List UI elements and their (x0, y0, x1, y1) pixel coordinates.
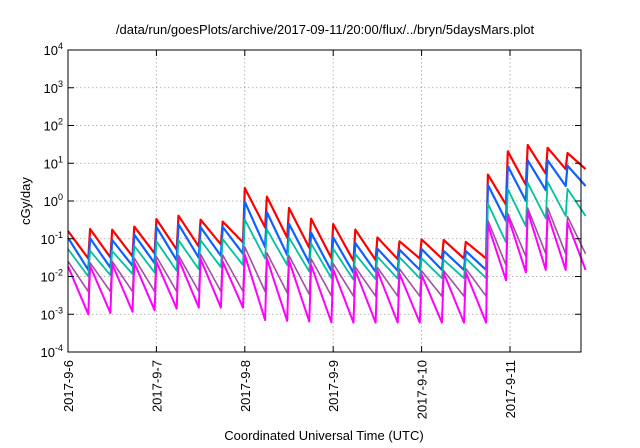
chart-title: /data/run/goesPlots/archive/2017-09-11/2… (116, 22, 535, 37)
x-tick-label: 2017-9-6 (61, 360, 76, 412)
x-tick-label: 2017-9-7 (149, 360, 164, 412)
y-tick-label: 100 (44, 192, 63, 209)
series-line-5 (67, 210, 587, 324)
y-tick-label: 10-1 (41, 230, 63, 247)
y-tick-label: 104 (44, 41, 63, 58)
x-tick-label: 2017-9-8 (238, 360, 253, 412)
y-tick-label: 101 (44, 154, 63, 171)
y-tick-label: 103 (44, 79, 63, 96)
x-tick-label: 2017-9-9 (326, 360, 341, 412)
series-layer (67, 143, 587, 324)
y-tick-label: 10-3 (41, 305, 63, 322)
y-tick-label: 10-4 (41, 343, 63, 360)
y-tick-label: 10-2 (41, 268, 63, 285)
y-axis-label: cGy/day (18, 177, 33, 225)
x-tick-label: 2017-9-11 (503, 360, 518, 418)
x-axis-label: Coordinated Universal Time (UTC) (224, 428, 423, 443)
grid-lines (68, 50, 581, 352)
series-line-3 (67, 180, 587, 281)
y-tick-label: 102 (44, 117, 63, 134)
axis-ticks: 10-4 10-3 10-2 10-1 100 101 102 103 104 2017-9-6 2… (41, 41, 581, 419)
x-tick-label: 2017-9-10 (415, 360, 430, 419)
